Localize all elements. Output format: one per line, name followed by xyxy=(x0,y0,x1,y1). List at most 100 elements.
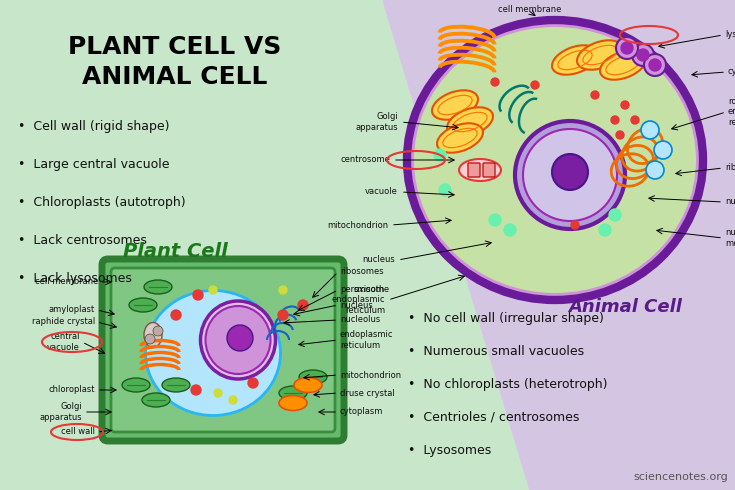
FancyBboxPatch shape xyxy=(483,163,495,177)
Circle shape xyxy=(298,300,308,310)
Ellipse shape xyxy=(552,45,598,74)
Ellipse shape xyxy=(206,306,270,374)
Text: Plant Cell: Plant Cell xyxy=(123,242,227,261)
FancyBboxPatch shape xyxy=(111,268,335,432)
Circle shape xyxy=(434,149,446,161)
Circle shape xyxy=(616,37,638,59)
Ellipse shape xyxy=(201,301,276,379)
Circle shape xyxy=(611,116,619,124)
Text: •  No chloroplasts (heterotroph): • No chloroplasts (heterotroph) xyxy=(408,378,608,391)
Circle shape xyxy=(153,326,163,336)
Circle shape xyxy=(279,286,287,294)
Circle shape xyxy=(646,161,664,179)
Ellipse shape xyxy=(146,291,281,416)
Circle shape xyxy=(571,221,579,229)
Ellipse shape xyxy=(432,90,478,120)
Circle shape xyxy=(171,310,181,320)
Text: ribosomes: ribosomes xyxy=(340,268,384,276)
Circle shape xyxy=(591,91,599,99)
Text: chloroplast: chloroplast xyxy=(49,386,95,394)
Text: •  No cell wall (irregular shape): • No cell wall (irregular shape) xyxy=(408,312,604,325)
Ellipse shape xyxy=(414,27,696,293)
Circle shape xyxy=(214,389,222,397)
Circle shape xyxy=(609,209,621,221)
Text: lysosome: lysosome xyxy=(725,30,735,40)
Circle shape xyxy=(637,49,649,61)
Ellipse shape xyxy=(142,393,170,407)
Polygon shape xyxy=(0,0,529,490)
Text: cytoplasm: cytoplasm xyxy=(340,408,384,416)
Ellipse shape xyxy=(459,159,501,181)
Ellipse shape xyxy=(129,298,157,312)
Ellipse shape xyxy=(279,395,307,411)
Text: PLANT CELL VS
ANIMAL CELL: PLANT CELL VS ANIMAL CELL xyxy=(68,35,282,89)
Circle shape xyxy=(621,42,633,54)
Ellipse shape xyxy=(447,107,493,137)
Circle shape xyxy=(229,396,237,404)
Ellipse shape xyxy=(294,377,322,392)
Circle shape xyxy=(616,131,624,139)
Text: •  Centrioles / centrosomes: • Centrioles / centrosomes xyxy=(408,411,579,424)
Text: Golgi
apparatus: Golgi apparatus xyxy=(356,112,398,132)
Text: raphide crystal: raphide crystal xyxy=(32,318,95,326)
Circle shape xyxy=(599,224,611,236)
Ellipse shape xyxy=(515,121,625,229)
Ellipse shape xyxy=(122,378,150,392)
Circle shape xyxy=(278,310,288,320)
Circle shape xyxy=(641,121,659,139)
Circle shape xyxy=(654,141,672,159)
Circle shape xyxy=(248,378,258,388)
Ellipse shape xyxy=(299,370,327,384)
Text: •  Lack centrosomes: • Lack centrosomes xyxy=(18,234,147,247)
Text: nucleolus: nucleolus xyxy=(340,316,380,324)
Ellipse shape xyxy=(407,20,703,300)
Circle shape xyxy=(439,184,451,196)
Text: •  Numerous small vacuoles: • Numerous small vacuoles xyxy=(408,345,584,358)
Text: •  Cell wall (rigid shape): • Cell wall (rigid shape) xyxy=(18,120,170,133)
Text: nucleus: nucleus xyxy=(340,300,373,310)
Ellipse shape xyxy=(227,325,253,351)
Circle shape xyxy=(489,214,501,226)
Polygon shape xyxy=(382,0,735,490)
Text: nucleolus: nucleolus xyxy=(725,197,735,206)
Text: cytoplasm: cytoplasm xyxy=(728,68,735,76)
Ellipse shape xyxy=(552,154,588,190)
Text: amyloplast: amyloplast xyxy=(49,305,95,315)
Text: peroxisome: peroxisome xyxy=(340,286,389,294)
Circle shape xyxy=(145,334,155,344)
Text: Animal Cell: Animal Cell xyxy=(568,298,682,316)
Circle shape xyxy=(504,224,516,236)
Circle shape xyxy=(491,78,499,86)
Text: •  Lysosomes: • Lysosomes xyxy=(408,444,491,457)
Ellipse shape xyxy=(279,386,307,400)
Circle shape xyxy=(531,81,539,89)
Text: cell membrane: cell membrane xyxy=(35,277,98,287)
Text: Golgi
apparatus: Golgi apparatus xyxy=(40,402,82,422)
Circle shape xyxy=(191,385,201,395)
FancyBboxPatch shape xyxy=(468,163,480,177)
Text: vacuole: vacuole xyxy=(365,188,398,196)
Text: •  Chloroplasts (autotroph): • Chloroplasts (autotroph) xyxy=(18,196,186,209)
Text: nuclear
membrane: nuclear membrane xyxy=(725,228,735,248)
Text: •  Lack lysosomes: • Lack lysosomes xyxy=(18,272,132,285)
Circle shape xyxy=(631,116,639,124)
Text: •  Large central vacuole: • Large central vacuole xyxy=(18,158,170,171)
Text: cell membrane: cell membrane xyxy=(498,5,562,15)
Circle shape xyxy=(193,290,203,300)
Ellipse shape xyxy=(144,280,172,294)
Circle shape xyxy=(209,286,217,294)
Text: centrosome: centrosome xyxy=(340,155,390,165)
Circle shape xyxy=(644,54,666,76)
Text: cell wall: cell wall xyxy=(61,427,95,437)
Ellipse shape xyxy=(600,50,646,80)
Text: smooth
endoplasmic
reticulum: smooth endoplasmic reticulum xyxy=(331,285,385,315)
Circle shape xyxy=(632,44,654,66)
Text: ribosome: ribosome xyxy=(725,164,735,172)
Ellipse shape xyxy=(523,129,617,221)
Text: mitochondrion: mitochondrion xyxy=(340,370,401,379)
Text: rough
endoplasmic
reticulum: rough endoplasmic reticulum xyxy=(728,97,735,127)
Text: mitochondrion: mitochondrion xyxy=(327,220,388,229)
Text: druse crystal: druse crystal xyxy=(340,389,395,397)
Text: endoplasmic
reticulum: endoplasmic reticulum xyxy=(340,330,393,350)
Ellipse shape xyxy=(162,378,190,392)
